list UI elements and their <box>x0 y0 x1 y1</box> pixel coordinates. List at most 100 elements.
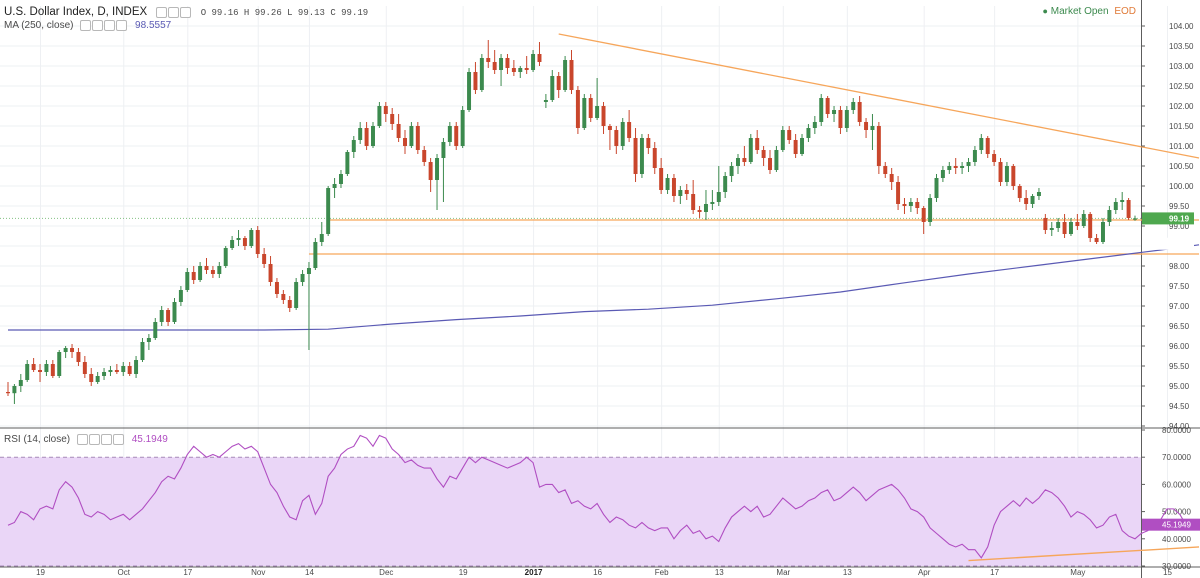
candle-body <box>1133 218 1137 220</box>
close-icon[interactable] <box>179 6 191 18</box>
candle-body <box>268 264 273 282</box>
ma-value: 98.5557 <box>135 20 172 32</box>
candle-body <box>639 138 644 174</box>
candle-body <box>313 242 318 268</box>
ma-close-icon[interactable] <box>104 20 116 31</box>
candle-body <box>390 114 395 124</box>
candle-body <box>947 166 952 170</box>
candle-body <box>633 138 638 174</box>
rsi-current-badge <box>1142 518 1200 531</box>
candle-body <box>908 202 913 206</box>
x-tick-label: Dec <box>379 568 393 577</box>
price-axis-label: 101.50 <box>1169 122 1194 131</box>
candle-body <box>294 282 299 308</box>
x-tick-label: 14 <box>305 568 314 577</box>
settings-icon[interactable] <box>167 6 179 18</box>
candle-body <box>1024 198 1029 204</box>
candle-body <box>198 266 203 280</box>
price-axis-label: 94.00 <box>1169 422 1190 431</box>
candle-body <box>134 360 139 374</box>
candle-body <box>1075 222 1080 226</box>
candle-body <box>806 128 811 138</box>
x-tick-label: Nov <box>251 568 265 577</box>
candle-body <box>902 204 907 206</box>
candle-body <box>364 128 369 146</box>
candle-body <box>748 138 753 162</box>
price-axis-label: 96.50 <box>1169 322 1190 331</box>
candle-body <box>300 274 305 282</box>
candle-body <box>518 68 523 72</box>
x-tick-label: Feb <box>655 568 669 577</box>
candle-body <box>793 140 798 154</box>
price-axis-label: 98.00 <box>1169 262 1190 271</box>
rsi-settings-icon[interactable] <box>88 434 100 445</box>
candle-body <box>1094 238 1099 242</box>
rsi-close-icon[interactable] <box>100 434 112 445</box>
rsi-value: 45.1949 <box>131 434 168 446</box>
candle-body <box>582 98 587 128</box>
candle-body <box>57 352 62 376</box>
rsi-visibility-icon[interactable] <box>76 434 88 445</box>
candle-body <box>409 126 414 146</box>
candle-body <box>511 68 516 72</box>
candle-body <box>454 126 459 146</box>
candle-body <box>953 166 958 168</box>
candle-body <box>236 238 241 240</box>
price-axis-label: 95.00 <box>1169 382 1190 391</box>
x-tick-label: 19 <box>36 568 45 577</box>
candle-body <box>479 58 484 90</box>
rsi-label: RSI (14, close) <box>4 434 71 446</box>
candle-body <box>262 254 267 264</box>
price-axis-label: 99.00 <box>1169 222 1190 231</box>
candle-body <box>787 130 792 140</box>
candle-body <box>710 202 715 204</box>
market-status-label: Market Open <box>1050 6 1109 17</box>
rsi-line <box>7 434 1193 559</box>
x-tick-label: Mar <box>776 568 790 577</box>
candle-body <box>12 386 17 394</box>
candle-body <box>166 310 171 322</box>
candle-body <box>697 210 702 212</box>
candle-body <box>659 168 664 190</box>
candle-body <box>172 302 177 322</box>
x-tick-label: 17 <box>183 568 192 577</box>
ma-settings-icon[interactable] <box>92 20 104 31</box>
ma-badge <box>1142 237 1194 250</box>
candle-body <box>159 310 164 322</box>
x-tick-label: 13 <box>843 568 852 577</box>
candle-body <box>1126 200 1131 218</box>
candle-body <box>242 238 247 246</box>
candle-body <box>1049 228 1054 230</box>
candle-body <box>531 54 536 70</box>
ma-visibility-icon[interactable] <box>80 20 92 31</box>
price-axis-label: 103.50 <box>1169 42 1194 51</box>
price-axis-label: 101.00 <box>1169 142 1194 151</box>
candle-body <box>191 272 196 280</box>
candle-body <box>774 150 779 170</box>
candle-body <box>870 126 875 130</box>
candle-body <box>601 106 606 126</box>
candle-body <box>671 178 676 196</box>
candle-body <box>646 138 651 148</box>
visibility-toggle-icon[interactable] <box>155 6 167 18</box>
candle-body <box>851 102 856 110</box>
rsi-more-icon[interactable] <box>112 434 124 445</box>
candle-body <box>306 268 311 274</box>
candle-body <box>876 126 881 166</box>
candle-body <box>326 188 331 234</box>
candle-body <box>761 150 766 158</box>
ma-more-icon[interactable] <box>116 20 128 31</box>
candle-body <box>716 192 721 202</box>
candle-body <box>678 190 683 196</box>
x-tick-label: 13 <box>715 568 724 577</box>
x-tick-label: May <box>1070 568 1085 577</box>
candle-body <box>992 154 997 162</box>
candle-body <box>25 364 30 380</box>
candle-body <box>422 150 427 162</box>
candle-body <box>140 342 145 360</box>
candle-body <box>550 76 555 100</box>
candle-body <box>543 100 548 102</box>
candle-body <box>1088 214 1093 238</box>
candle-body <box>979 138 984 150</box>
